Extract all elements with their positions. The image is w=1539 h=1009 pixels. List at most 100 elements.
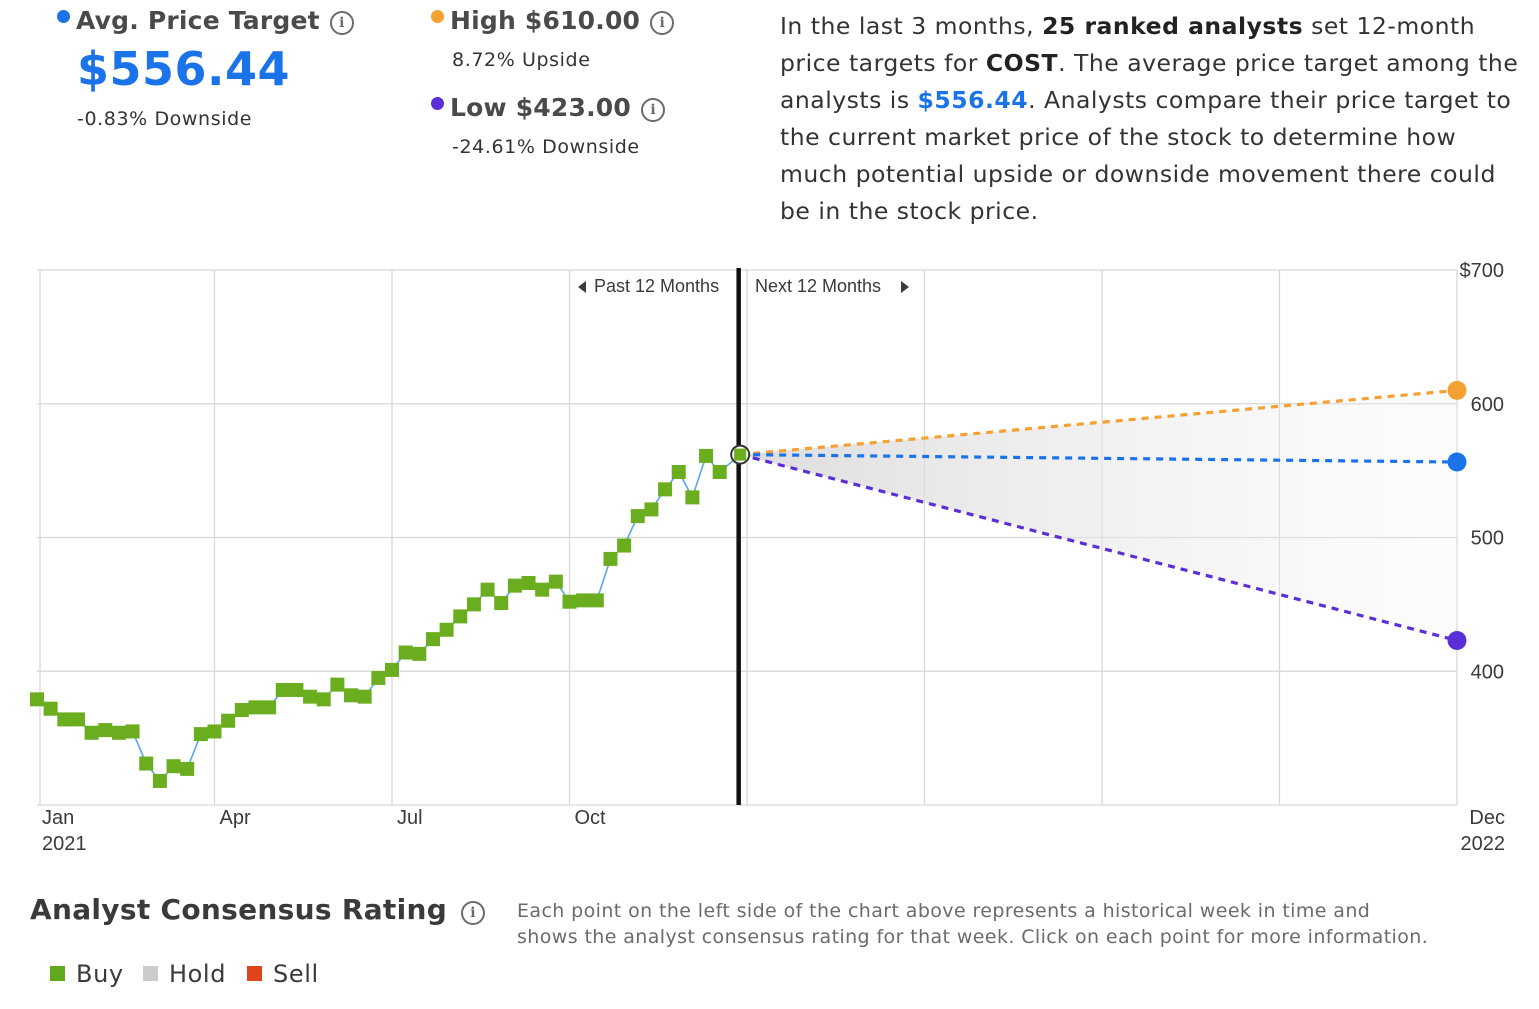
history-point[interactable] [712, 464, 727, 479]
legend-buy: Buy [50, 960, 124, 988]
right-arrow-icon [901, 281, 909, 293]
description-text: . Analysts compare their price target to… [780, 86, 1512, 225]
history-point[interactable] [480, 582, 495, 597]
history-point[interactable] [412, 646, 427, 661]
history-point[interactable] [43, 701, 58, 716]
history-price-line [36, 453, 741, 783]
high-price-target-label: High $610.00 [450, 6, 641, 35]
rating-note: Each point on the left side of the chart… [517, 900, 1429, 948]
x-axis: Jan 2021 Apr Jul Oct Dec 2022 [42, 807, 1505, 855]
history-point[interactable] [562, 594, 577, 609]
next-12-months-label: Next 12 Months [755, 276, 881, 296]
history-point[interactable] [70, 712, 85, 727]
avg-price-target-stat: Avg. Price Target i [57, 6, 354, 37]
history-point[interactable] [425, 632, 440, 647]
history-point[interactable] [685, 490, 700, 505]
sell-swatch-icon [247, 965, 262, 981]
history-point[interactable] [630, 509, 645, 524]
low-dot-icon [431, 97, 444, 110]
history-point[interactable] [644, 502, 659, 517]
history-point[interactable] [521, 575, 536, 590]
history-point[interactable] [385, 662, 399, 677]
forecast-line-average [740, 452, 1458, 464]
history-point[interactable] [617, 538, 632, 553]
high-upside: 8.72% Upside [452, 49, 591, 71]
low-price-target-label: Low $423.00 [450, 93, 631, 122]
x-tick-label: Jul [397, 807, 423, 829]
y-tick-label: 500 [1471, 528, 1504, 550]
end-dot-low [1447, 630, 1467, 650]
x-tick-label: Oct [575, 807, 607, 829]
history-point[interactable] [439, 622, 454, 637]
history-point[interactable] [466, 597, 481, 612]
history-point[interactable] [658, 482, 673, 497]
history-point[interactable] [111, 725, 126, 740]
forecast-line-high [740, 388, 1458, 457]
current-price-point [734, 448, 747, 461]
history-point[interactable] [603, 551, 618, 566]
history-point[interactable] [357, 689, 372, 704]
history-point[interactable] [30, 692, 44, 707]
avg-price-target-value: $556.44 [77, 42, 291, 96]
y-tick-label: $700 [1460, 260, 1505, 282]
legend-sell-label: Sell [273, 960, 319, 988]
info-icon[interactable]: i [329, 11, 354, 35]
history-points[interactable] [30, 448, 727, 788]
legend-buy-label: Buy [76, 960, 124, 988]
description-paragraph: In the last 3 months, 25 ranked analysts… [780, 8, 1520, 230]
history-point[interactable] [371, 670, 386, 685]
history-point[interactable] [152, 773, 167, 788]
info-icon[interactable]: i [640, 98, 665, 122]
high-price-target-stat: High $610.00 i [431, 6, 675, 37]
info-icon[interactable]: i [461, 901, 486, 925]
history-point[interactable] [589, 593, 604, 608]
x-tick-label: Apr [220, 807, 251, 829]
history-point[interactable] [248, 700, 263, 715]
history-point[interactable] [262, 700, 277, 715]
history-point[interactable] [139, 756, 154, 771]
history-point[interactable] [398, 645, 413, 660]
history-point[interactable] [84, 725, 99, 740]
legend-hold: Hold [143, 960, 226, 988]
y-tick-label: 600 [1471, 394, 1504, 416]
history-point[interactable] [57, 712, 72, 727]
history-point[interactable] [193, 727, 208, 742]
history-point[interactable] [494, 596, 509, 611]
history-point[interactable] [221, 713, 236, 728]
history-point[interactable] [535, 582, 550, 597]
history-point[interactable] [330, 677, 345, 692]
history-point[interactable] [125, 724, 140, 739]
price-target-chart: Past 12 Months Next 12 Months Jan 2021 Apr… [30, 260, 1505, 855]
buy-swatch-icon [50, 965, 65, 981]
ticker-symbol: COST [985, 49, 1059, 77]
history-point[interactable] [303, 689, 318, 704]
description-text: set 12-month price targets for [780, 12, 1476, 77]
history-point[interactable] [207, 724, 222, 739]
history-point[interactable] [576, 593, 591, 608]
history-point[interactable] [316, 692, 331, 707]
history-point[interactable] [98, 723, 113, 738]
consensus-rating-title: Analyst Consensus Rating i [30, 893, 486, 927]
history-point[interactable] [289, 682, 304, 697]
low-price-target-stat: Low $423.00 i [431, 93, 665, 124]
low-downside: -24.61% Downside [452, 136, 640, 158]
history-point[interactable] [275, 682, 290, 697]
history-point[interactable] [507, 578, 522, 593]
x-tick-sublabel: 2022 [1461, 833, 1506, 855]
history-point[interactable] [671, 464, 686, 479]
history-point[interactable] [548, 574, 563, 589]
history-point[interactable] [344, 688, 359, 703]
period-labels: Past 12 Months Next 12 Months [578, 276, 909, 296]
history-point[interactable] [234, 703, 249, 718]
forecast-line-low [739, 453, 1458, 643]
left-arrow-icon [578, 281, 586, 293]
x-tick-label: Dec [1469, 807, 1505, 829]
current-price-marker [730, 444, 751, 465]
avg-price-target-label: Avg. Price Target [76, 6, 320, 35]
history-point[interactable] [166, 759, 181, 774]
history-point[interactable] [180, 761, 195, 776]
history-point[interactable] [699, 448, 714, 463]
info-icon[interactable]: i [650, 11, 675, 35]
history-point[interactable] [453, 609, 468, 624]
avg-target-inline: $556.44 [917, 86, 1029, 114]
